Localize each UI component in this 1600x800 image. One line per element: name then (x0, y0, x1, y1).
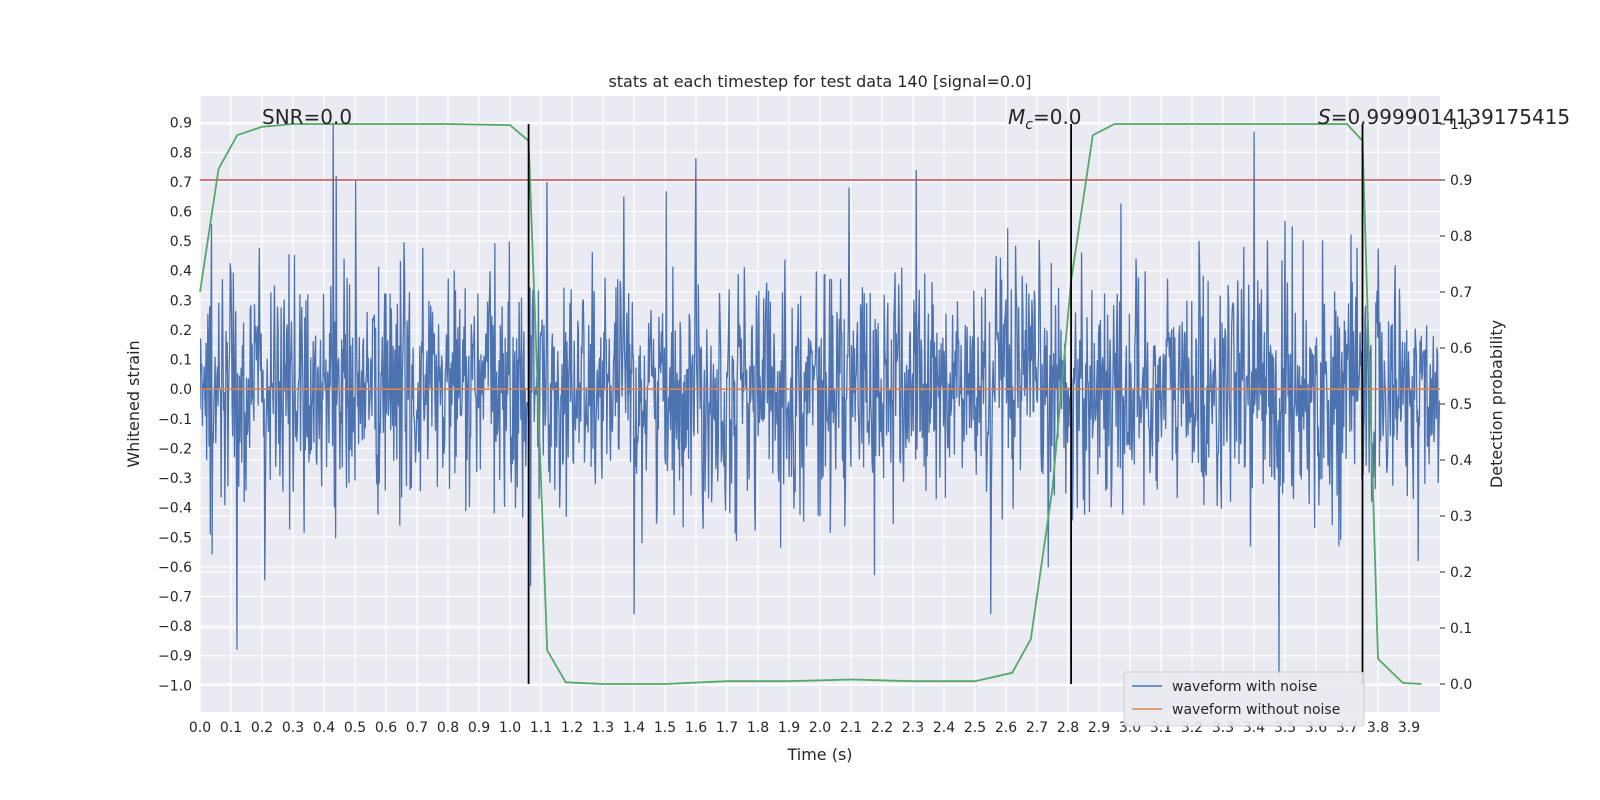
mc-value: =0.0 (1033, 105, 1082, 129)
y-tick-label: −0.5 (158, 530, 192, 546)
legend-label-noisy: waveform with noise (1172, 679, 1317, 695)
y-tick-label: 0.1 (170, 353, 192, 369)
x-tick-label: 2.6 (995, 720, 1017, 736)
mc-symbol: M (1008, 105, 1025, 129)
mc-subscript: c (1025, 117, 1033, 133)
x-tick-label: 1.3 (592, 720, 614, 736)
y-tick-label: 0.8 (170, 145, 192, 161)
y2-tick-label: 0.5 (1450, 397, 1472, 413)
x-tick-label: 3.9 (1398, 720, 1420, 736)
y-tick-label: −0.1 (158, 412, 192, 428)
x-tick-label: 1.6 (685, 720, 707, 736)
x-tick-label: 1.7 (716, 720, 738, 736)
y-tick-label: −0.8 (158, 619, 192, 635)
x-axis-label: Time (s) (786, 745, 852, 764)
y-tick-label: −0.4 (158, 501, 192, 517)
x-tick-label: 2.7 (1026, 720, 1048, 736)
y2-tick-label: 1.0 (1450, 117, 1472, 133)
x-tick-label: 1.5 (654, 720, 676, 736)
y2-tick-label: 0.6 (1450, 341, 1472, 357)
x-tick-label: 1.4 (623, 720, 645, 736)
legend-box (1123, 671, 1365, 727)
y2-tick-label: 0.7 (1450, 285, 1472, 301)
y2-tick-label: 0.9 (1450, 173, 1472, 189)
y-tick-label: 0.2 (170, 323, 192, 339)
y-tick-label: 0.6 (170, 205, 192, 221)
x-tick-label: 0.8 (437, 720, 459, 736)
x-tick-label: 0.7 (406, 720, 428, 736)
y-tick-label: −1.0 (158, 678, 192, 694)
legend: waveform with noise waveform without noi… (1123, 671, 1365, 727)
y2-tick-label: 0.4 (1450, 453, 1472, 469)
y-tick-label: 0.5 (170, 234, 192, 250)
y-tick-label: 0.0 (170, 382, 192, 398)
x-tick-label: 2.0 (809, 720, 831, 736)
y-tick-label: −0.3 (158, 471, 192, 487)
x-tick-label: 0.0 (189, 720, 211, 736)
overlays (199, 123, 1440, 685)
legend-label-clean: waveform without noise (1172, 702, 1340, 718)
x-tick-label: 0.1 (220, 720, 242, 736)
y-tick-label: 0.4 (170, 264, 192, 280)
x-tick-label: 2.4 (933, 720, 955, 736)
y-axis-label: Whitened strain (124, 340, 143, 467)
x-tick-label: 0.3 (282, 720, 304, 736)
chart-title: stats at each timestep for test data 140… (608, 72, 1031, 91)
x-tick-label: 1.8 (747, 720, 769, 736)
y-tick-label: 0.3 (170, 293, 192, 309)
s-value: =0.9999014139175415 (1331, 105, 1570, 129)
x-tick-label: 2.5 (964, 720, 986, 736)
y2-tick-label: 0.1 (1450, 621, 1472, 637)
series-detection-probability (199, 123, 1422, 685)
x-tick-label: 1.9 (778, 720, 800, 736)
x-tick-label: 2.9 (1088, 720, 1110, 736)
x-tick-label: 2.3 (902, 720, 924, 736)
x-tick-label: 2.8 (1057, 720, 1079, 736)
x-tick-label: 1.1 (530, 720, 552, 736)
y-tick-label: −0.7 (158, 590, 192, 606)
y2-tick-label: 0.0 (1450, 677, 1472, 693)
snr-annotation: SNR=0.0 (262, 105, 352, 129)
x-tick-label: 1.2 (561, 720, 583, 736)
x-tick-label: 0.9 (468, 720, 490, 736)
x-tick-label: 0.5 (344, 720, 366, 736)
y-tick-label: −0.2 (158, 441, 192, 457)
y-tick-label: 0.7 (170, 175, 192, 191)
x-tick-label: 0.4 (313, 720, 335, 736)
x-tick-label: 1.0 (499, 720, 521, 736)
y-tick-label: −0.9 (158, 649, 192, 665)
mc-annotation: Mc=0.0 (1008, 105, 1082, 133)
x-tick-label: 2.2 (871, 720, 893, 736)
y2-tick-label: 0.2 (1450, 565, 1472, 581)
s-symbol: S (1318, 105, 1331, 129)
series-noisy-waveform (200, 122, 1440, 677)
y2-tick-label: 0.8 (1450, 229, 1472, 245)
x-tick-label: 2.1 (840, 720, 862, 736)
x-tick-label: 0.6 (375, 720, 397, 736)
s-annotation: S=0.9999014139175415 (1318, 105, 1570, 129)
series (200, 122, 1440, 677)
y-tick-label: 0.9 (170, 116, 192, 132)
x-tick-label: 0.2 (251, 720, 273, 736)
y2-tick-label: 0.3 (1450, 509, 1472, 525)
y-tick-label: −0.6 (158, 560, 192, 576)
y2-axis-label: Detection probability (1487, 320, 1506, 488)
ticks: 0.0 0.1 0.2 0.3 0.4 0.5 0.6 0.7 0.8 0.9 1.0 1.1 1.2 1… (158, 116, 1472, 736)
x-tick-label: 3.8 (1367, 720, 1389, 736)
